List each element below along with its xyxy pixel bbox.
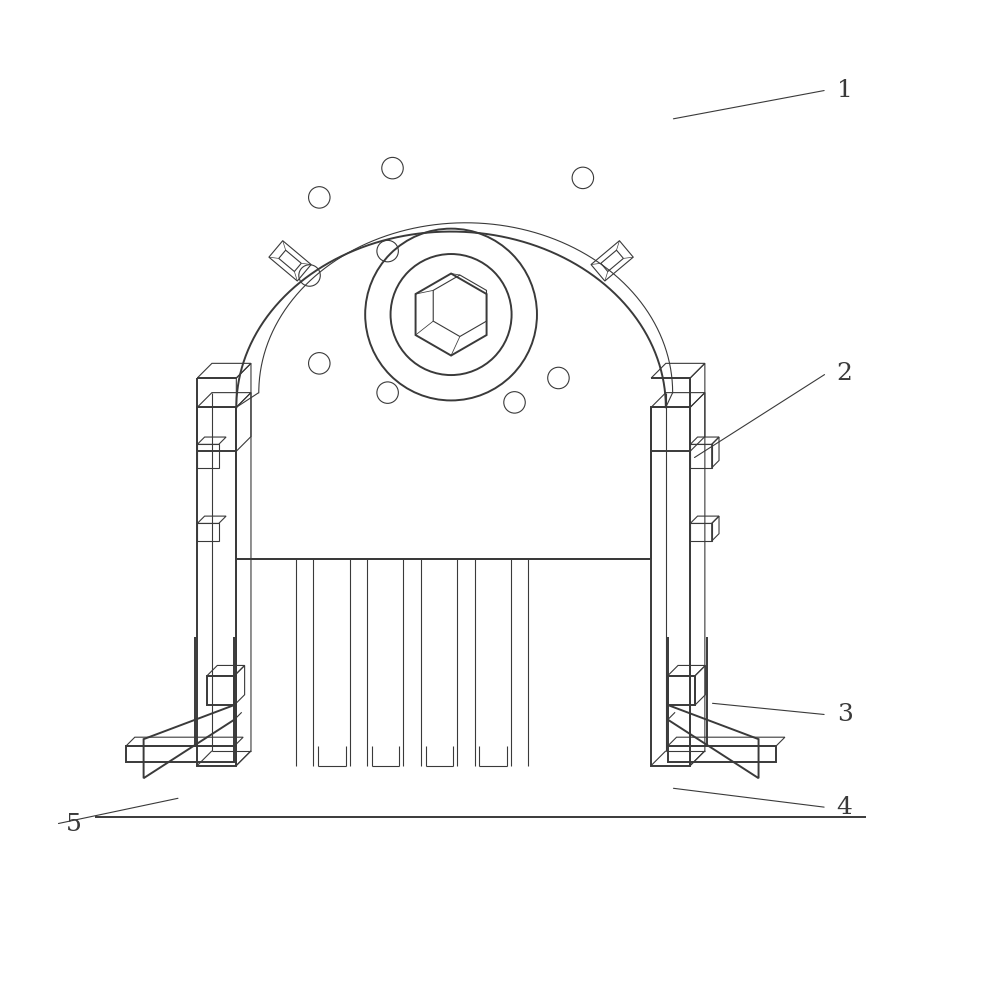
Text: 5: 5 [65, 813, 81, 836]
Text: 1: 1 [837, 79, 852, 102]
Text: 3: 3 [837, 703, 852, 726]
Text: 2: 2 [837, 362, 852, 385]
Text: 4: 4 [837, 796, 852, 819]
